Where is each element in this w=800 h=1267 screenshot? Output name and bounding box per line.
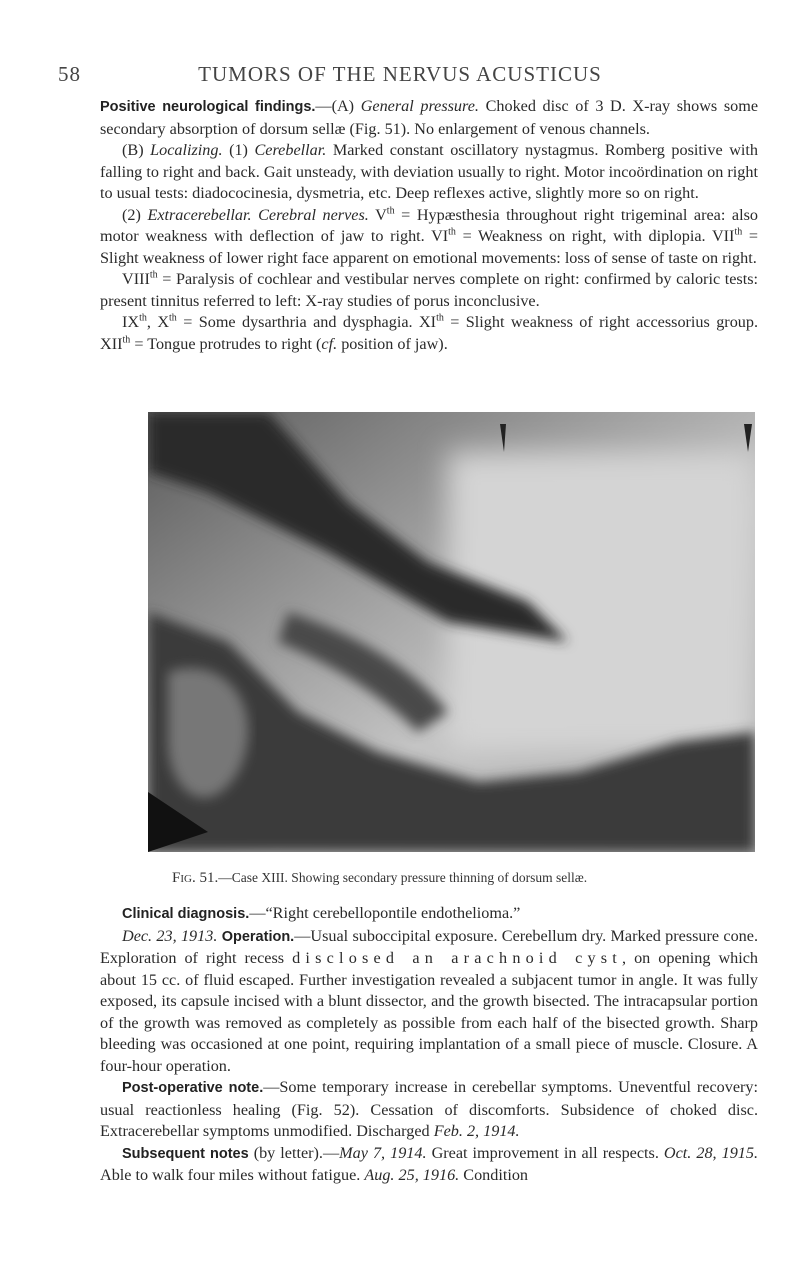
paragraph: Dec. 23, 1913. Operation.—Usual suboccip… — [100, 926, 758, 1078]
superscript: th — [149, 269, 158, 281]
text: XI — [418, 313, 437, 331]
heading: Clinical diagnosis. — [122, 906, 250, 922]
text: Choked disc of 3 D. X-ray shows some sec… — [100, 97, 759, 138]
paragraph: Clinical diagnosis.—“Right cerebellopont… — [100, 903, 758, 926]
image-shadow — [148, 412, 568, 642]
image-shadow — [168, 668, 249, 798]
text: = Tongue protrudes to right ( — [134, 334, 322, 353]
text: position of jaw). — [341, 334, 448, 353]
text: = Paralysis of cochlear and vestibular n… — [100, 270, 759, 310]
text: disclosed an arachnoid cyst — [292, 949, 622, 967]
text: —Some temporary increase in cerebellar s… — [100, 1078, 758, 1140]
paragraph: IXth, Xth = Some dysarthria and dysphagi… — [100, 312, 758, 355]
superscript: th — [169, 312, 177, 324]
text: = Slight weakness of lower right face ap… — [100, 227, 758, 267]
text-block: Positive neurological findings.—(A) Gene… — [100, 96, 758, 355]
heading: Operation. — [221, 928, 295, 945]
date: Oct. 28, 1915. — [663, 1143, 759, 1162]
figure-caption: Fig. 51.—Case XIII. Showing secondary pr… — [172, 870, 587, 887]
text: (2) — [122, 205, 141, 224]
text: Able to walk four miles without fatigue. — [100, 1166, 361, 1184]
superscript: th — [734, 226, 743, 238]
text: Extracerebellar. Cerebral nerves. — [147, 205, 369, 224]
text: —(A) — [315, 97, 355, 115]
text: = Slight weakness of right accessorius g… — [450, 313, 759, 331]
text: = Some dysarthria and dysphagia. — [183, 313, 413, 331]
figure-label: Fig. 51. — [172, 870, 219, 886]
caption-text: —Case XIII. Showing secondary pressure t… — [218, 870, 588, 885]
text: (B) — [122, 141, 144, 159]
paragraph: VIIIth = Paralysis of cochlear and vesti… — [100, 269, 758, 312]
text: General pressure. — [360, 97, 479, 115]
text: IX — [122, 313, 140, 331]
text: V — [375, 205, 387, 224]
superscript: th — [139, 312, 147, 324]
text: cf. — [321, 334, 338, 353]
image-shadow — [148, 792, 208, 852]
heading: Subsequent notes — [122, 1145, 249, 1162]
text: (by letter).— — [253, 1143, 340, 1162]
image-shadow — [148, 612, 755, 852]
date: Dec. 23, 1913. — [122, 926, 218, 945]
running-title: TUMORS OF THE NERVUS ACUSTICUS — [198, 62, 602, 86]
text: Marked constant oscillatory nystagmus. R… — [100, 141, 759, 202]
superscript: th — [436, 312, 444, 324]
paragraph: Post-operative note.—Some temporary incr… — [100, 1077, 758, 1143]
text: —“Right cerebellopontile endothelioma.” — [249, 904, 521, 922]
text: VI — [431, 227, 449, 245]
text: = Weakness on right, with diplopia. — [462, 227, 706, 245]
superscript: th — [386, 205, 395, 217]
date: Feb. 2, 1914. — [433, 1122, 520, 1140]
paragraph: Subsequent notes (by letter).—May 7, 191… — [100, 1143, 758, 1187]
text: = Hypæsthesia throughout right trigemina… — [100, 205, 758, 246]
date: Aug. 25, 1916. — [364, 1166, 460, 1184]
text: Great improvement in all respects. — [431, 1143, 659, 1162]
paragraph: (2) Extracerebellar. Cerebral nerves. Vt… — [100, 205, 758, 270]
text: Localizing. — [150, 141, 223, 159]
page-number: 58 — [58, 62, 81, 86]
text: Cerebellar. — [254, 141, 327, 159]
date: May 7, 1914. — [339, 1143, 427, 1162]
text-block: Clinical diagnosis.—“Right cerebellopont… — [100, 903, 758, 1187]
x-ray-image — [148, 412, 755, 852]
text: , on opening which about 15 cc. of fluid… — [100, 949, 759, 1075]
paragraph: (B) Localizing. (1) Cerebellar. Marked c… — [100, 140, 758, 205]
text: VII — [711, 227, 735, 245]
text: , X — [146, 313, 170, 331]
heading: Positive neurological findings. — [100, 99, 316, 115]
text: —Usual suboccipital exposure. Cerebellum… — [100, 926, 759, 968]
paragraph: Positive neurological findings.—(A) Gene… — [100, 96, 758, 140]
text: VIII — [122, 270, 150, 288]
text: Condition — [463, 1166, 529, 1184]
superscript: th — [122, 334, 131, 346]
image-shadow — [278, 612, 448, 732]
text: (1) — [229, 141, 248, 159]
heading: Post-operative note. — [122, 1080, 264, 1096]
text: XII — [100, 334, 123, 353]
superscript: th — [448, 226, 456, 238]
